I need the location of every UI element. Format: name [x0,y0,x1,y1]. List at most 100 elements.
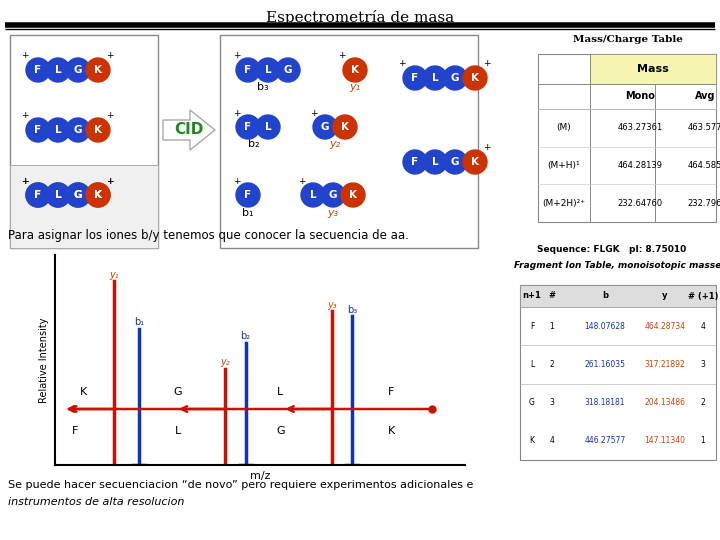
Bar [590,84,716,109]
Bar [590,54,716,84]
Circle shape [463,66,487,90]
Bar [520,285,716,307]
Circle shape [26,183,50,207]
Text: F: F [35,65,42,75]
Circle shape [423,66,447,90]
Text: b₃: b₃ [257,82,269,92]
Circle shape [256,115,280,139]
Text: K: K [94,125,102,135]
Text: 464.28734: 464.28734 [644,322,685,330]
Bar [520,285,716,460]
Text: +: + [398,59,406,69]
Text: y₃: y₃ [328,208,338,218]
Text: +: + [338,51,346,60]
Text: +: + [233,177,240,186]
Text: 2: 2 [549,360,554,369]
Text: +: + [22,51,29,60]
Text: +: + [107,177,114,186]
Text: # (+1): # (+1) [688,292,719,300]
Text: +: + [107,177,114,186]
Circle shape [343,58,367,82]
Text: K: K [80,387,87,397]
Text: +: + [107,111,114,120]
Text: F: F [35,190,42,200]
Text: 261.16035: 261.16035 [585,360,626,369]
Text: K: K [349,190,357,200]
Text: Avg: Avg [695,91,715,101]
Text: K: K [471,157,479,167]
Circle shape [423,150,447,174]
Text: L: L [55,65,61,75]
Text: F: F [244,65,251,75]
Text: K: K [94,190,102,200]
Text: 1: 1 [549,322,554,330]
Circle shape [46,183,70,207]
Text: +: + [22,177,29,186]
Text: 232.796: 232.796 [688,199,720,208]
Text: +: + [298,177,306,186]
Circle shape [66,183,90,207]
Text: L: L [55,190,61,200]
Text: #: # [549,292,556,300]
Text: +: + [22,111,29,120]
Text: +: + [233,51,240,60]
Text: F: F [72,426,78,435]
Text: K: K [351,65,359,75]
Text: 464.28139: 464.28139 [618,161,662,170]
Text: K: K [94,190,102,200]
Circle shape [236,183,260,207]
Text: L: L [310,190,316,200]
Text: 232.64760: 232.64760 [618,199,662,208]
Bar [10,165,158,248]
Text: G: G [73,190,82,200]
Text: Mass: Mass [637,64,669,74]
Text: CID: CID [174,123,204,138]
Text: F: F [388,387,395,397]
Text: L: L [530,360,534,369]
Text: K: K [94,65,102,75]
Circle shape [321,183,345,207]
Text: +: + [310,109,318,118]
Text: 147.11340: 147.11340 [644,436,685,446]
Text: +: + [107,51,114,60]
Text: Mono: Mono [625,91,655,101]
Text: Se puede hacer secuenciacion “de novo” pero requiere experimentos adicionales e: Se puede hacer secuenciacion “de novo” p… [8,480,473,490]
Text: 463.577: 463.577 [688,123,720,132]
Text: b₁: b₁ [134,317,144,327]
Circle shape [341,183,365,207]
Text: b₂: b₂ [240,331,251,341]
Bar [10,35,158,248]
Text: F: F [411,73,418,83]
Circle shape [66,183,90,207]
Text: y: y [662,292,667,300]
Text: y₁: y₁ [109,270,120,280]
Text: y₂: y₂ [330,139,341,149]
Text: 3: 3 [701,360,706,369]
Text: F: F [35,125,42,135]
Text: b₁: b₁ [242,208,253,218]
Circle shape [86,118,110,142]
Text: Mass/Charge Table: Mass/Charge Table [573,36,683,44]
Text: G: G [276,426,285,435]
Text: n+1: n+1 [523,292,541,300]
Text: b: b [602,292,608,300]
Text: G: G [174,387,182,397]
Text: 204.13486: 204.13486 [644,398,685,407]
Circle shape [403,66,427,90]
Text: Espectrometría de masa: Espectrometría de masa [266,10,454,25]
Text: L: L [432,73,438,83]
Circle shape [333,115,357,139]
Circle shape [463,150,487,174]
Circle shape [46,183,70,207]
Text: (M): (M) [557,123,572,132]
Text: b₂: b₂ [248,139,260,149]
Text: G: G [529,398,535,407]
Bar [538,54,716,222]
Text: F: F [244,190,251,200]
Circle shape [46,58,70,82]
Circle shape [86,183,110,207]
Text: L: L [55,125,61,135]
Text: 2: 2 [701,398,706,407]
Text: L: L [265,65,271,75]
Text: F: F [411,157,418,167]
